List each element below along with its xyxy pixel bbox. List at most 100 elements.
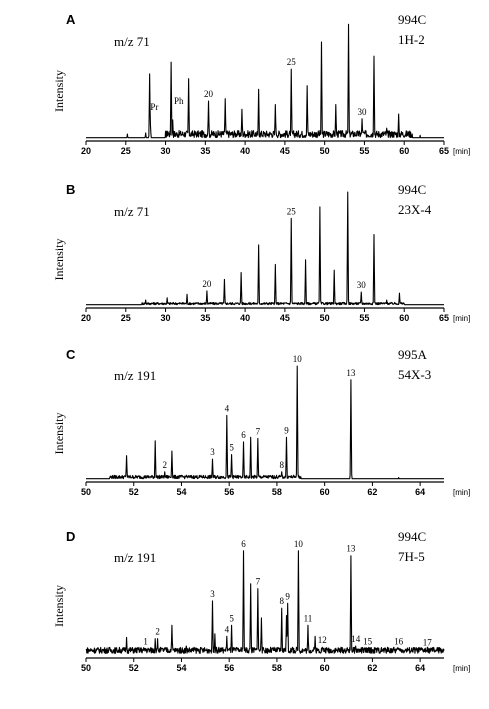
x-tick-label: 56 xyxy=(224,487,234,497)
peak-label: 1 xyxy=(143,636,148,646)
x-tick-label: 65 xyxy=(439,146,449,156)
sample-site: 994C xyxy=(398,182,426,197)
x-tick-label: 58 xyxy=(272,487,282,497)
panel-letter: A xyxy=(66,12,76,27)
panel-letter: C xyxy=(66,347,76,362)
x-tick-label: 60 xyxy=(320,663,330,673)
peak-label: 4 xyxy=(225,624,230,634)
x-tick-label: 30 xyxy=(161,146,171,156)
peak-label: 30 xyxy=(358,107,368,117)
x-tick-label: 30 xyxy=(161,313,171,323)
x-tick-label: 62 xyxy=(367,487,377,497)
trace-line xyxy=(85,365,445,480)
x-tick-label: 40 xyxy=(240,146,250,156)
x-tick-label: 64 xyxy=(415,663,425,673)
peak-label: 11 xyxy=(304,613,313,623)
sample-core: 23X-4 xyxy=(398,202,432,217)
peak-label: 6 xyxy=(241,430,246,440)
x-tick-label: 50 xyxy=(320,313,330,323)
peak-label: 6 xyxy=(241,539,246,549)
peak-label: 30 xyxy=(357,280,367,290)
x-tick-label: 58 xyxy=(272,663,282,673)
peak-label: 9 xyxy=(284,425,289,435)
peak-label: 20 xyxy=(204,89,214,99)
x-unit-label: [min] xyxy=(453,314,470,323)
mz-label: m/z 191 xyxy=(114,368,156,383)
sample-site: 994C xyxy=(398,12,426,27)
peak-label: 4 xyxy=(225,403,230,413)
mz-label: m/z 191 xyxy=(114,550,156,565)
x-tick-label: 50 xyxy=(81,487,91,497)
peak-label: Ph xyxy=(174,96,184,106)
x-tick-label: 20 xyxy=(81,146,91,156)
x-tick-label: 60 xyxy=(320,487,330,497)
x-tick-label: 52 xyxy=(129,663,139,673)
peak-label: 12 xyxy=(318,635,327,645)
x-unit-label: [min] xyxy=(453,664,470,673)
peak-label: 5 xyxy=(229,613,234,623)
peak-label: 16 xyxy=(394,636,404,646)
x-unit-label: [min] xyxy=(453,147,470,156)
y-axis-label: Intensity xyxy=(52,585,66,627)
x-tick-label: 25 xyxy=(121,313,131,323)
x-tick-label: 55 xyxy=(359,146,369,156)
peak-label: 7 xyxy=(256,426,261,436)
peak-label: 2 xyxy=(163,460,168,470)
x-tick-label: 35 xyxy=(200,146,210,156)
peak-label: 7 xyxy=(256,577,261,587)
peak-label: 9 xyxy=(285,591,290,601)
sample-core: 7H-5 xyxy=(398,549,425,564)
peak-label: 25 xyxy=(287,206,297,216)
sample-site: 995A xyxy=(398,347,428,362)
trace-line xyxy=(85,23,445,139)
peak-label: 8 xyxy=(279,596,284,606)
x-tick-label: 64 xyxy=(415,487,425,497)
mz-label: m/z 71 xyxy=(114,204,150,219)
peak-label: 5 xyxy=(229,443,234,453)
peak-label: 25 xyxy=(287,57,297,67)
mz-label: m/z 71 xyxy=(114,34,150,49)
peak-label: 13 xyxy=(346,544,356,554)
x-tick-label: 40 xyxy=(240,313,250,323)
x-tick-label: 60 xyxy=(399,146,409,156)
x-tick-label: 25 xyxy=(121,146,131,156)
peak-label: 20 xyxy=(202,279,212,289)
x-tick-label: 35 xyxy=(200,313,210,323)
x-tick-label: 45 xyxy=(280,146,290,156)
peak-label: 10 xyxy=(293,354,303,364)
sample-site: 994C xyxy=(398,529,426,544)
peak-label: 17 xyxy=(423,638,433,648)
peak-label: 3 xyxy=(210,589,215,599)
sample-core: 54X-3 xyxy=(398,367,431,382)
y-axis-label: Intensity xyxy=(52,239,66,281)
peak-label: 8 xyxy=(279,460,284,470)
peak-label: 13 xyxy=(346,368,356,378)
x-tick-label: 60 xyxy=(399,313,409,323)
y-axis-label: Intensity xyxy=(52,70,66,112)
trace-line xyxy=(85,191,445,306)
x-tick-label: 54 xyxy=(176,663,186,673)
peak-label: 3 xyxy=(210,447,215,457)
x-unit-label: [min] xyxy=(453,488,470,497)
trace-line xyxy=(85,550,445,654)
panel-a: 20 25 30 35 40 45 50 55 60 65 [min] Intensity Am/z 7… xyxy=(52,12,470,156)
x-tick-label: 55 xyxy=(359,313,369,323)
x-tick-label: 65 xyxy=(439,313,449,323)
peak-label: Pr xyxy=(150,102,158,112)
x-tick-label: 50 xyxy=(81,663,91,673)
panel-letter: B xyxy=(66,182,75,197)
panel-letter: D xyxy=(66,529,75,544)
peak-label: 10 xyxy=(294,539,304,549)
x-tick-label: 56 xyxy=(224,663,234,673)
x-tick-label: 20 xyxy=(81,313,91,323)
x-tick-label: 54 xyxy=(176,487,186,497)
panel-b: 20 25 30 35 40 45 50 55 60 65 [min] Intensity Bm/z 7… xyxy=(52,182,470,323)
x-tick-label: 52 xyxy=(129,487,139,497)
peak-label: 2 xyxy=(155,627,160,637)
y-axis-label: Intensity xyxy=(52,413,66,455)
peak-label: 15 xyxy=(363,636,373,646)
x-tick-label: 62 xyxy=(367,663,377,673)
